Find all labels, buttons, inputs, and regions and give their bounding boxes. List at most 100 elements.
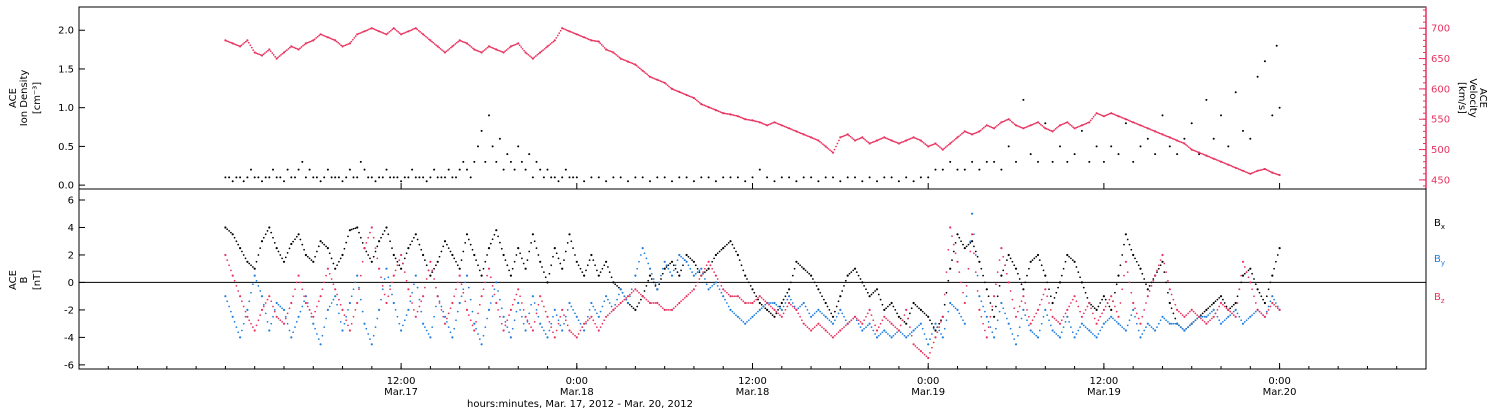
density-point	[308, 168, 311, 171]
bz-point	[294, 288, 296, 291]
bz-point	[742, 300, 745, 303]
by-point	[1137, 329, 1140, 332]
bz-point	[857, 319, 860, 322]
velocity-point	[1107, 113, 1110, 116]
velocity-point	[988, 125, 991, 128]
by-point	[716, 285, 719, 287]
bz-point	[482, 288, 485, 291]
density-point	[1044, 122, 1047, 125]
velocity-point	[761, 122, 764, 125]
density-ylabel-line-2: Ion Density	[19, 70, 30, 127]
bz-point	[1201, 319, 1204, 322]
bx-point	[370, 260, 373, 263]
bz-point	[1273, 303, 1275, 306]
velocity-point	[1215, 159, 1218, 161]
by-point	[912, 329, 915, 332]
by-point	[901, 333, 904, 335]
bx-point	[801, 266, 803, 268]
bz-point	[819, 324, 822, 327]
bz-point	[1132, 301, 1135, 305]
bz-point	[1093, 317, 1096, 320]
velocity-point	[1000, 121, 1003, 124]
bz-point	[319, 295, 322, 298]
by-point	[1057, 334, 1059, 337]
velocity-point	[287, 48, 290, 50]
bz-point	[877, 326, 880, 328]
bx-point	[294, 238, 296, 241]
by-point	[718, 288, 721, 291]
bz-point	[491, 285, 494, 287]
bz-point	[1150, 285, 1153, 287]
bz-point	[297, 274, 300, 277]
bx-point	[692, 260, 696, 263]
density-point	[392, 176, 395, 179]
bx-point	[984, 281, 986, 284]
by-point	[629, 295, 631, 298]
bx-point	[1247, 269, 1250, 272]
by-point	[304, 295, 307, 298]
bx-point	[1092, 305, 1094, 308]
by-point	[1112, 317, 1114, 320]
bx-point	[1209, 305, 1211, 308]
velocity-point	[692, 96, 696, 100]
bx-point	[722, 247, 725, 250]
velocity-point	[747, 118, 749, 121]
by-point	[757, 310, 759, 313]
bx-point	[687, 255, 690, 258]
bz-point	[363, 247, 366, 250]
bx-point	[559, 262, 562, 265]
bz-point	[449, 307, 452, 310]
bz-point	[499, 315, 501, 318]
bz-point	[398, 259, 401, 261]
velocity-point	[228, 41, 231, 44]
by-point	[733, 312, 736, 315]
by-point	[835, 315, 838, 318]
bz-point	[963, 301, 966, 305]
density-point	[440, 176, 443, 179]
bz-point	[1222, 303, 1224, 306]
bx-point	[513, 260, 516, 263]
bx-point	[1099, 302, 1102, 304]
by-point	[1115, 321, 1118, 323]
bx-point	[1128, 243, 1131, 246]
velocity-point	[252, 49, 255, 51]
velocity-point	[729, 113, 732, 116]
velocity-point	[564, 28, 566, 31]
bx-point	[821, 295, 823, 298]
velocity-point	[394, 28, 397, 31]
bz-point	[736, 295, 740, 298]
velocity-point	[1038, 122, 1041, 125]
by-point	[808, 312, 811, 315]
bx-point	[672, 264, 675, 267]
by-point	[544, 333, 547, 335]
bx-point	[841, 290, 844, 292]
bz-point	[1154, 274, 1157, 277]
density-point	[963, 168, 966, 171]
by-point	[987, 321, 990, 323]
bz-point	[597, 329, 600, 332]
bx-point	[1095, 308, 1098, 311]
bx-point	[1108, 305, 1111, 308]
bz-point	[1262, 314, 1264, 316]
bz-point	[1179, 312, 1182, 315]
bx-point	[1093, 307, 1096, 310]
bx-point	[696, 267, 699, 270]
velocity-point	[622, 58, 625, 61]
bx-point	[367, 254, 370, 256]
density-point	[649, 180, 651, 183]
by-point	[319, 343, 322, 346]
bx-point	[497, 235, 499, 238]
bx-point	[1254, 283, 1257, 286]
bz-point	[685, 295, 688, 298]
bz-point	[978, 308, 981, 311]
velocity-point	[243, 41, 246, 44]
velocity-point	[485, 48, 487, 50]
velocity-point	[482, 50, 484, 53]
bx-point	[255, 260, 258, 263]
bx-point	[1080, 281, 1083, 284]
bx-point	[398, 264, 401, 267]
bz-point	[729, 295, 732, 298]
bz-point	[367, 236, 370, 239]
x-tick-label-time: 0:00	[1268, 376, 1290, 387]
by-point	[729, 308, 732, 311]
